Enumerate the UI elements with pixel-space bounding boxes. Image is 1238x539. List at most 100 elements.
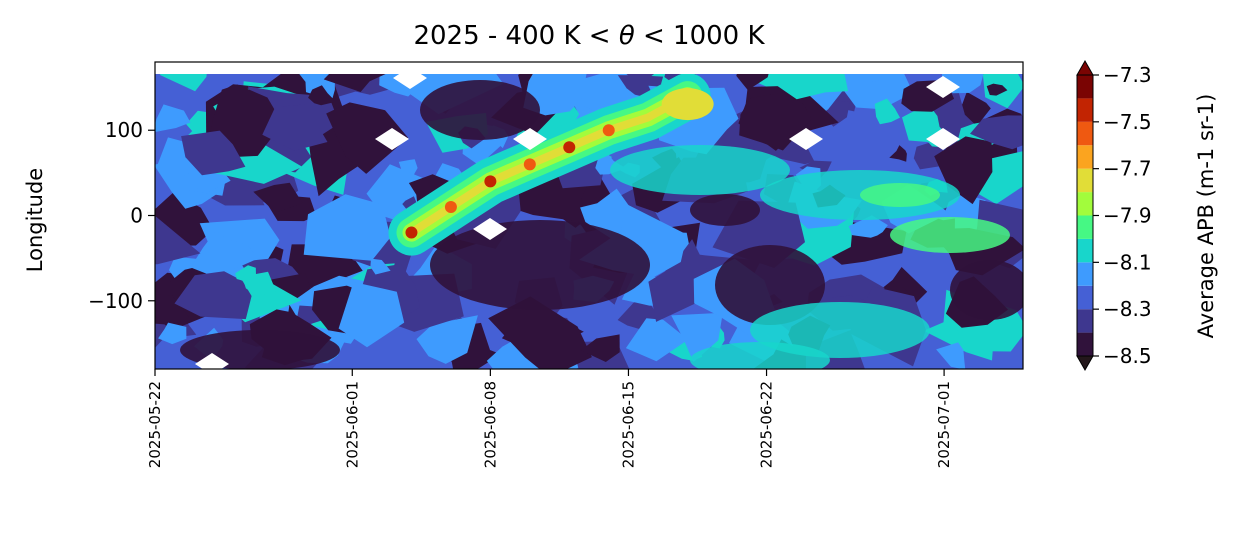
contour-low-region: [430, 220, 650, 310]
contour-low-region: [950, 260, 1023, 320]
colorbar-swatch: [1077, 168, 1093, 193]
colorbar-tick-label: −7.3: [1103, 63, 1152, 87]
contour-patch: [190, 230, 259, 281]
contour-patch: [580, 334, 620, 362]
plume-feature: [388, 73, 714, 256]
chart-title: 2025 - 400 K < θ < 1000 K: [413, 21, 765, 51]
contour-low-region: [715, 245, 825, 325]
missing-data-gap: [926, 76, 960, 98]
contour-patch: [174, 271, 252, 320]
colorbar-swatch: [1077, 309, 1093, 333]
contour-patch: [986, 83, 1008, 96]
contour-patch: [398, 159, 418, 178]
contour-patch: [338, 282, 405, 348]
contour-patch: [416, 315, 478, 364]
contour-patch: [209, 84, 283, 158]
y-axis-label: Longitude: [23, 168, 47, 272]
contour-patch: [155, 294, 190, 327]
colorbar-label: Average APB (m-1 sr-1): [1194, 94, 1218, 339]
contour-patch: [488, 296, 592, 369]
contour-patch: [181, 130, 246, 176]
plume-peak: [444, 200, 457, 213]
contour-patch: [902, 103, 941, 143]
colorbar: −7.3 −7.5 −7.7 −7.9 −8.1 −8.3 −8.5: [1076, 59, 1152, 372]
contour-patch: [370, 258, 391, 275]
colorbar-tick-label: −7.9: [1103, 204, 1152, 228]
plume-core: [407, 92, 692, 237]
contour-patch: [262, 104, 328, 151]
contour-patch: [308, 85, 336, 106]
contour-patch: [366, 164, 437, 223]
contour-patch: [739, 92, 812, 151]
title-suffix: < 1000 K: [635, 21, 766, 51]
missing-data-gap: [473, 218, 507, 240]
title-prefix: 2025 - 400 K <: [413, 21, 618, 51]
contour-patch: [625, 318, 689, 362]
contour-patch: [617, 75, 664, 97]
x-tick-label: 2025-06-22: [758, 381, 776, 468]
colorbar-tick-label: −8.3: [1103, 297, 1152, 321]
contour-patch: [889, 145, 907, 162]
contour-patch: [848, 215, 888, 238]
x-axis: 2025-05-22 2025-06-01 2025-06-08 2025-06-15…: [146, 369, 953, 468]
colorbar-swatch: [1077, 121, 1093, 146]
contour-patch: [155, 215, 201, 265]
plume-peak: [405, 226, 418, 239]
y-tick-label: 100: [105, 118, 143, 142]
colorbar-swatch: [1077, 192, 1093, 216]
contour-mid-region: [690, 342, 830, 369]
colorbar-swatch: [1077, 262, 1093, 286]
contour-low-region: [420, 80, 540, 140]
x-tick-label: 2025-07-01: [935, 381, 953, 468]
x-tick-label: 2025-06-15: [619, 381, 637, 468]
colorbar-swatch: [1077, 285, 1093, 310]
contour-patch: [158, 322, 187, 345]
contour-patch: [303, 194, 391, 261]
colorbar-swatch: [1077, 215, 1093, 239]
y-tick-label: 0: [130, 204, 143, 228]
contour-patch: [970, 115, 1023, 150]
missing-data-gap: [789, 128, 823, 150]
plume-peak: [602, 124, 615, 137]
missing-data-gap: [195, 353, 229, 369]
contour-patch: [648, 239, 731, 322]
plume-peak: [484, 175, 497, 188]
colorbar-swatch: [1077, 145, 1093, 169]
contour-mid-region: [610, 145, 790, 195]
contour-patch: [874, 98, 900, 125]
contour-patch: [253, 182, 303, 212]
contour-patch: [936, 342, 966, 369]
colorbar-swatch: [1077, 238, 1093, 263]
colorbar-swatch: [1077, 332, 1093, 356]
missing-data-gap: [375, 128, 409, 150]
x-tick-label: 2025-05-22: [146, 381, 164, 468]
title-theta-symbol: θ: [619, 21, 635, 51]
contour-mid-region: [890, 217, 1010, 253]
contour-field: [155, 62, 1023, 369]
contour-patch: [957, 91, 991, 124]
colorbar-tick-label: −8.1: [1103, 250, 1152, 274]
colorbar-tick-label: −7.5: [1103, 110, 1152, 134]
colorbar-extend-min: [1076, 355, 1094, 372]
contour-patch: [242, 271, 277, 297]
contour-patch: [671, 312, 723, 363]
colorbar-swatch: [1077, 75, 1093, 99]
contour-patch: [913, 142, 944, 170]
plume-peak: [563, 141, 576, 154]
contour-patch: [326, 102, 409, 174]
contour-mid-region: [860, 183, 940, 207]
colorbar-swatch: [1077, 98, 1093, 122]
contour-low-region: [690, 194, 760, 226]
contour-patch: [155, 104, 191, 133]
y-axis: 100 0 −100: [88, 118, 155, 313]
y-tick-label: −100: [88, 289, 143, 313]
missing-data-gap: [513, 128, 547, 150]
colorbar-extend-max: [1076, 59, 1094, 76]
contour-mid-region: [750, 302, 930, 358]
colorbar-tick-label: −8.5: [1103, 344, 1152, 368]
colorbar-tick-label: −7.7: [1103, 157, 1152, 181]
contour-patch: [523, 62, 588, 116]
missing-data-strip: [155, 62, 1023, 74]
plume-peak: [523, 158, 536, 171]
